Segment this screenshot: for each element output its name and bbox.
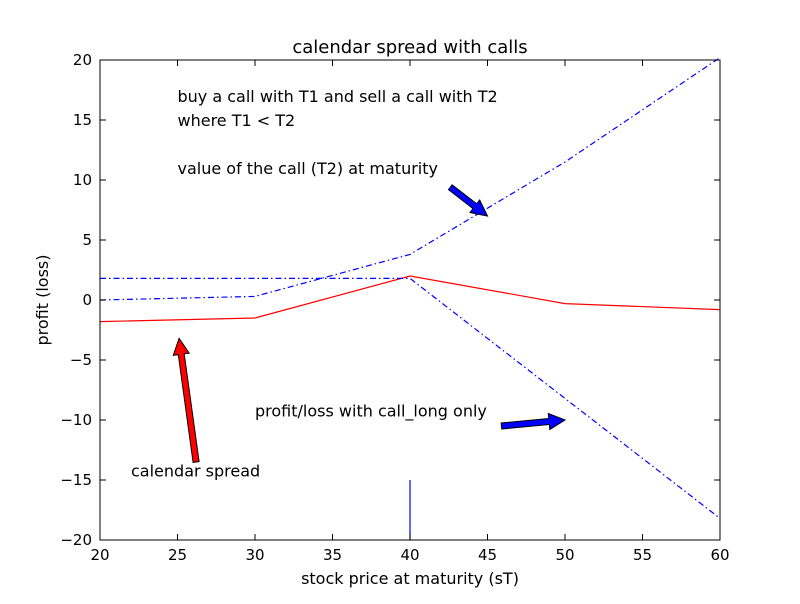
y-tick-label: 10 [73, 171, 92, 189]
x-tick-label: 60 [710, 546, 729, 564]
y-tick-label: 20 [73, 51, 92, 69]
y-tick-label: 15 [73, 111, 92, 129]
x-tick-label: 25 [168, 546, 187, 564]
x-tick-label: 55 [633, 546, 652, 564]
chart-title: calendar spread with calls [292, 37, 527, 58]
x-tick-label: 30 [245, 546, 264, 564]
x-tick-label: 50 [555, 546, 574, 564]
y-tick-label: −15 [60, 471, 92, 489]
annotation-text: calendar spread [131, 461, 260, 480]
y-tick-label: 5 [82, 231, 92, 249]
y-tick-label: 0 [82, 291, 92, 309]
annotation-text: value of the call (T2) at maturity [178, 159, 438, 178]
y-tick-label: −20 [60, 531, 92, 549]
plot-area: buy a call with T1 and sell a call with … [60, 51, 729, 564]
x-tick-label: 40 [400, 546, 419, 564]
y-tick-label: −5 [70, 351, 92, 369]
annotation-text: where T1 < T2 [178, 111, 296, 130]
annotation-text: buy a call with T1 and sell a call with … [178, 87, 498, 106]
annotation-text: profit/loss with call_long only [255, 401, 487, 421]
x-axis-label: stock price at maturity (sT) [301, 569, 519, 588]
y-tick-label: −10 [60, 411, 92, 429]
x-tick-label: 20 [90, 546, 109, 564]
y-axis-label: profit (loss) [33, 255, 52, 346]
x-tick-label: 45 [478, 546, 497, 564]
x-tick-label: 35 [323, 546, 342, 564]
